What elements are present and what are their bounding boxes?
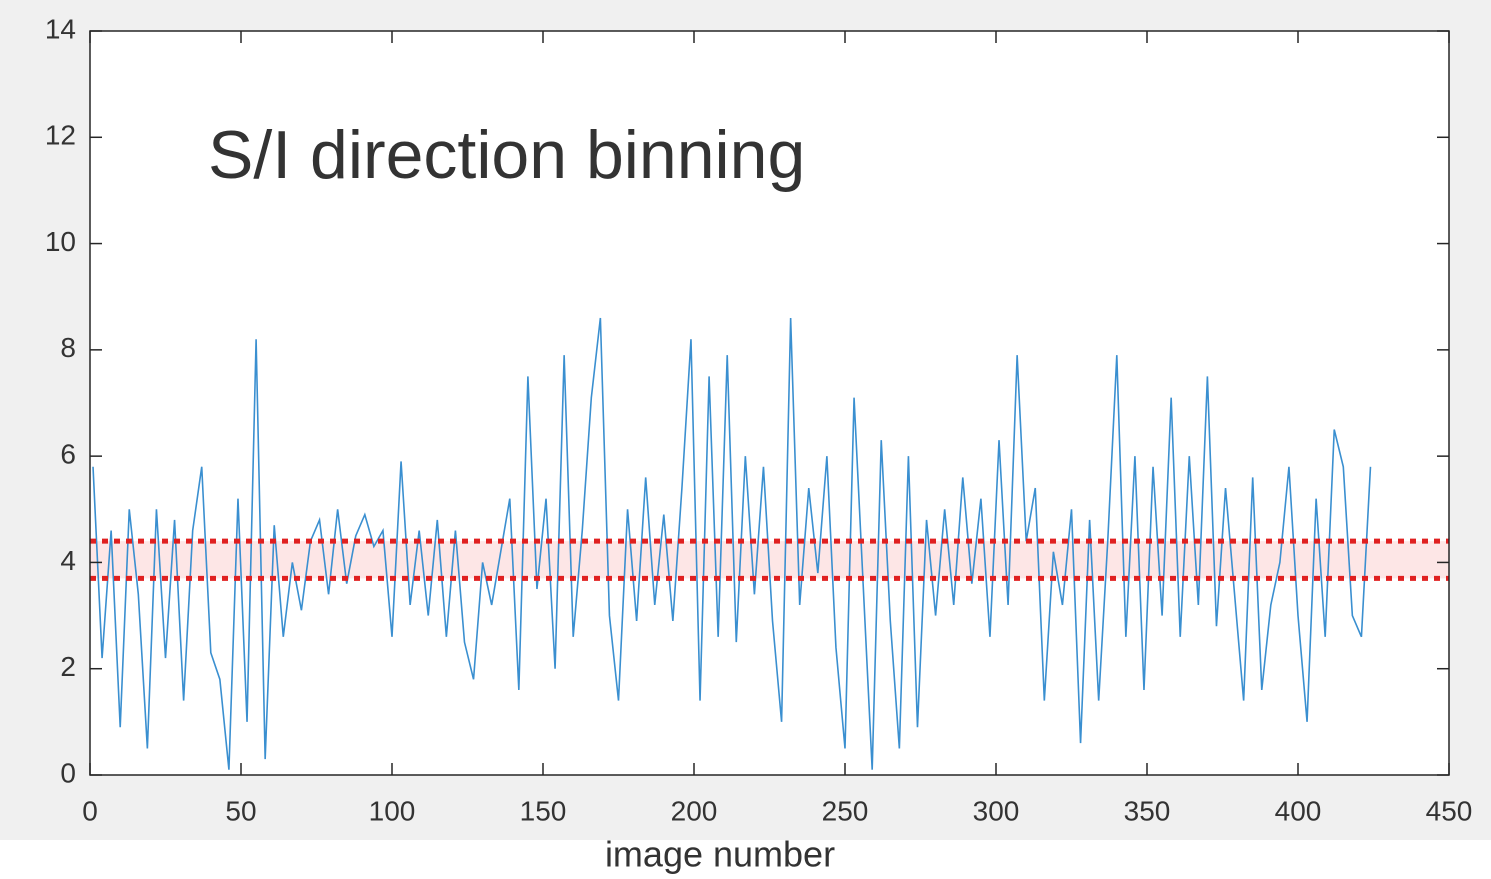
x-tick-label: 150 <box>520 795 567 826</box>
x-tick-label: 200 <box>671 795 718 826</box>
y-tick-label: 8 <box>60 332 76 363</box>
plot-area <box>90 31 1449 775</box>
y-tick-label: 14 <box>45 13 76 44</box>
data-line <box>92 317 1372 770</box>
x-tick-label: 400 <box>1275 795 1322 826</box>
x-axis-label: image number <box>605 834 835 875</box>
x-tick-label: 250 <box>822 795 869 826</box>
x-tick-label: 350 <box>1124 795 1171 826</box>
plot <box>90 317 1449 770</box>
y-tick-label: 4 <box>60 545 76 576</box>
axes-box <box>89 30 1450 776</box>
y-tick-label: 10 <box>45 226 76 257</box>
x-tick-label: 300 <box>973 795 1020 826</box>
y-tick-label: 0 <box>60 757 76 788</box>
y-tick-label: 12 <box>45 120 76 151</box>
x-tick-label: 0 <box>82 795 98 826</box>
y-tick-label: 6 <box>60 439 76 470</box>
chart-title: S/I direction binning <box>208 117 805 193</box>
x-tick-label: 100 <box>369 795 416 826</box>
caption-bg <box>0 840 1491 879</box>
y-tick-label: 2 <box>60 651 76 682</box>
x-tick-label: 50 <box>225 795 256 826</box>
x-tick-label: 450 <box>1426 795 1473 826</box>
